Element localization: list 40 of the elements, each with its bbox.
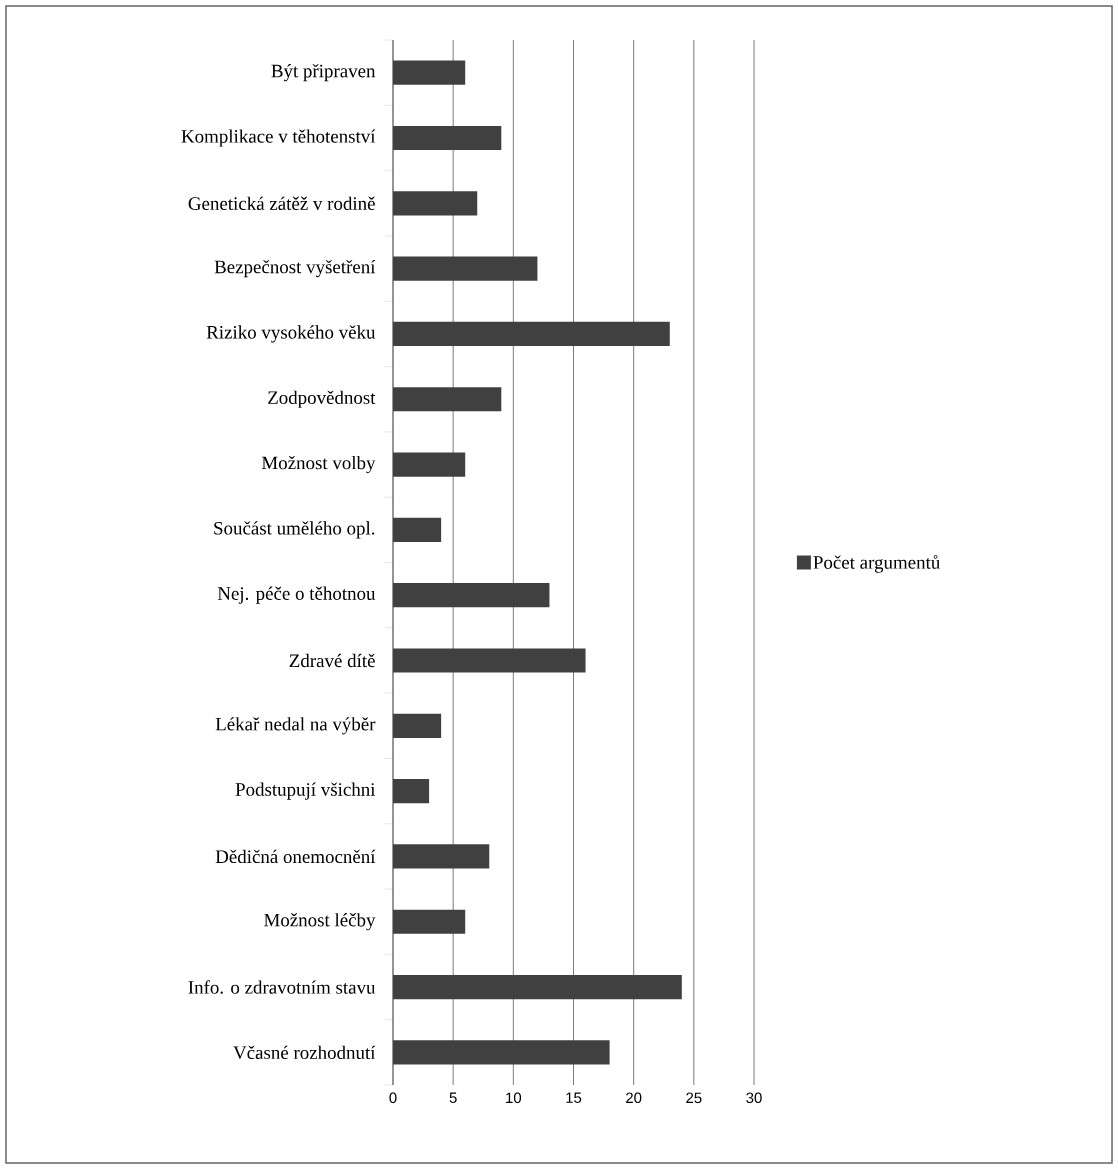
x-tick-label: 30 — [746, 1092, 762, 1104]
y-tick-label: Možnost léčby — [264, 913, 376, 931]
y-tick-label: Dědičná onemocnění — [215, 849, 376, 864]
y-tick-label: Riziko vysokého věku — [206, 325, 376, 343]
x-tick-label: 0 — [389, 1092, 397, 1104]
bar — [393, 452, 466, 477]
x-tick-label: 10 — [506, 1092, 522, 1104]
y-tick-label: Bezpečnost vyšetření — [214, 259, 376, 278]
y-tick-label: Součást umělého opl. — [214, 521, 375, 539]
bar — [393, 191, 478, 216]
bar — [393, 974, 682, 1000]
y-tick-label: Genetická zátěž v rodině — [188, 196, 375, 210]
y-tick-label: Nej. péče o těhotnou — [217, 586, 376, 604]
legend-label: Počet argumentů — [813, 554, 940, 573]
x-tick-label: 5 — [449, 1092, 457, 1103]
y-tick-label: Komplikace v těhotenství — [181, 129, 376, 147]
bar — [393, 125, 502, 151]
bar — [393, 321, 670, 346]
bar — [393, 517, 442, 542]
bar — [393, 1040, 610, 1065]
bar — [393, 583, 550, 608]
bar — [393, 60, 466, 85]
y-tick-label: Zdravé dítě — [289, 653, 375, 668]
y-tick-label: Info. o zdravotním stavu — [188, 980, 376, 994]
bar — [393, 844, 490, 869]
bar — [393, 256, 538, 281]
x-tick-label: 20 — [626, 1092, 642, 1104]
bar — [393, 713, 442, 738]
x-tick-label: 15 — [566, 1092, 582, 1103]
bar — [393, 779, 430, 804]
y-tick-label: Být připraven — [271, 64, 376, 82]
y-tick-label: Včasné rozhodnutí — [233, 1045, 376, 1060]
bar — [393, 909, 466, 934]
y-tick-label: Možnost volby — [261, 455, 376, 474]
bar — [393, 648, 586, 673]
y-tick-label: Podstupují všichni — [235, 782, 376, 800]
x-tick-label: 25 — [686, 1092, 702, 1104]
bar — [393, 387, 502, 412]
y-tick-label: Zodpovědnost — [268, 390, 376, 408]
y-tick-label: Lékař nedal na výběr — [215, 717, 376, 735]
